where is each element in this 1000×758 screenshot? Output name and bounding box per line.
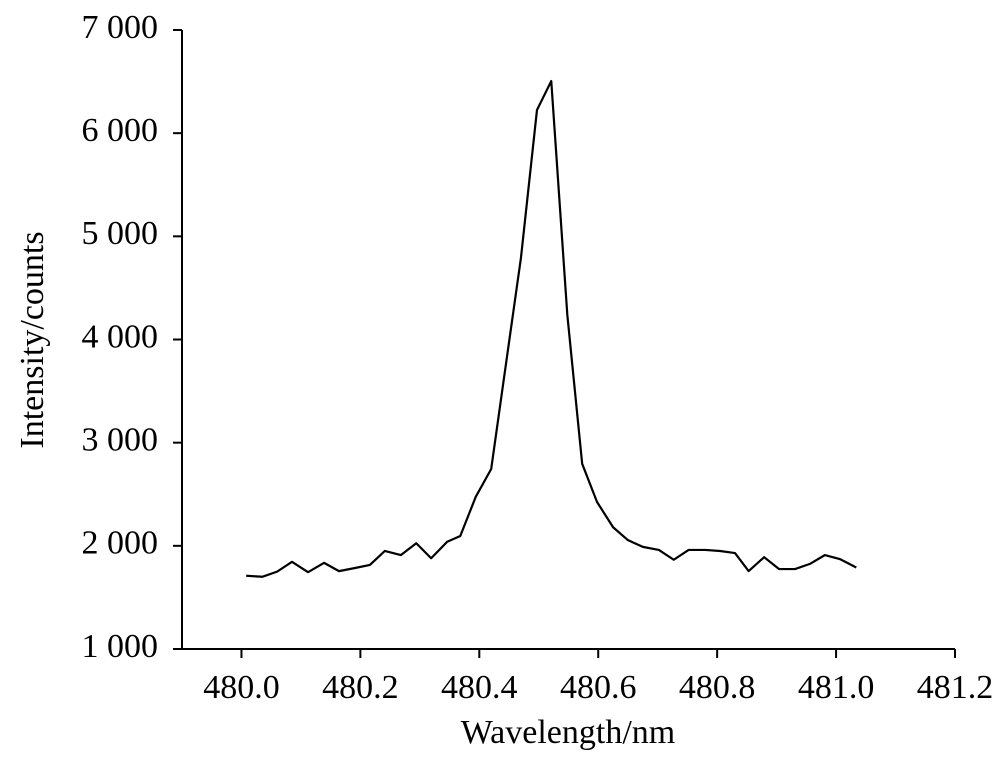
data-line bbox=[246, 79, 857, 578]
x-tick-label: 480.8 bbox=[679, 669, 756, 706]
y-tick-label: 5 000 bbox=[82, 215, 159, 252]
y-tick-label: 6 000 bbox=[82, 112, 159, 149]
y-tick-label: 3 000 bbox=[82, 421, 159, 458]
y-tick-label: 2 000 bbox=[82, 525, 159, 562]
y-tick-label: 4 000 bbox=[82, 318, 159, 355]
x-tick-label: 480.0 bbox=[203, 669, 280, 706]
y-tick-label: 1 000 bbox=[82, 628, 159, 665]
x-tick-label: 481.0 bbox=[798, 669, 875, 706]
x-tick-label: 480.2 bbox=[322, 669, 399, 706]
x-tick-label: 480.6 bbox=[560, 669, 637, 706]
x-axis-label: Wavelength/nm bbox=[461, 714, 675, 751]
y-axis-label: Intensity/counts bbox=[14, 231, 51, 448]
x-tick-label: 481.2 bbox=[917, 669, 994, 706]
x-tick-label: 480.4 bbox=[441, 669, 518, 706]
y-tick-label: 7 000 bbox=[82, 9, 159, 46]
